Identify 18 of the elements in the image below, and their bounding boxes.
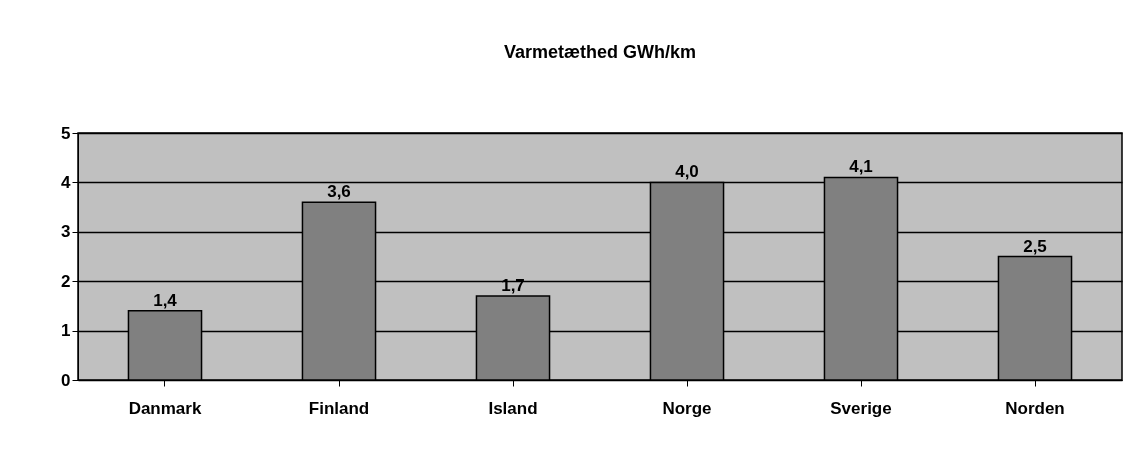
y-tick-label: 0 <box>61 370 71 390</box>
x-tick-label: Norge <box>662 398 712 418</box>
chart-title: Varmetæthed GWh/km <box>503 42 697 62</box>
y-tick-label: 3 <box>61 222 71 242</box>
data-label: 4,1 <box>849 157 873 177</box>
x-tick-label: Sverige <box>830 398 892 418</box>
data-label: 1,4 <box>153 290 178 310</box>
y-tick-label: 1 <box>61 321 71 341</box>
y-tick-label: 4 <box>61 172 72 192</box>
y-tick-label: 5 <box>61 123 71 143</box>
data-label: 3,6 <box>327 182 351 202</box>
x-tick-label: Island <box>488 398 538 418</box>
x-tick-label: Danmark <box>128 398 202 418</box>
x-tick-label: Norden <box>1005 398 1065 418</box>
data-label: 2,5 <box>1023 236 1047 256</box>
y-tick-label: 2 <box>61 271 71 291</box>
data-label: 4,0 <box>675 162 699 182</box>
x-tick-label: Finland <box>308 398 370 418</box>
